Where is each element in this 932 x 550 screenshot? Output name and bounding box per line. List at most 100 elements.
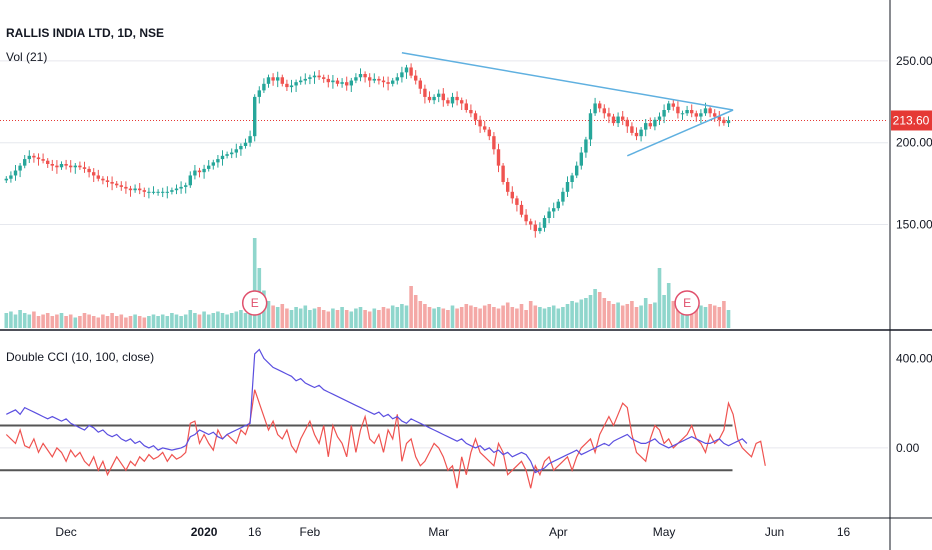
candle-body: [588, 113, 593, 140]
candle-body: [36, 157, 41, 160]
candle-body: [220, 155, 225, 160]
volume-bar: [335, 310, 340, 328]
volume-bar: [326, 311, 331, 328]
volume-bar: [36, 316, 41, 328]
candle-body: [322, 77, 326, 79]
candle-body: [105, 180, 110, 182]
candle-body: [266, 77, 271, 84]
volume-bar: [496, 308, 501, 328]
volume-bar: [676, 298, 680, 328]
volume-bar: [27, 314, 32, 328]
candle-body: [184, 185, 188, 187]
volume-bar: [363, 310, 367, 328]
volume-bar: [9, 311, 13, 328]
volume-bar: [671, 301, 676, 328]
volume-bar: [565, 304, 570, 328]
candle-body: [483, 126, 487, 130]
candle-body: [188, 175, 192, 186]
candle-body: [570, 175, 574, 182]
volume-bar: [556, 308, 561, 328]
volume-bar: [354, 308, 358, 328]
candle-body: [78, 165, 82, 168]
volume-bar: [114, 316, 119, 328]
candle-body: [179, 186, 183, 189]
volume-bar: [225, 314, 229, 328]
candle-body: [634, 132, 639, 137]
volume-bar: [386, 308, 390, 328]
candle-body: [510, 191, 514, 199]
date-tick-label: 2020: [191, 525, 218, 539]
candle-body: [552, 208, 556, 212]
date-tick-label: May: [653, 525, 676, 539]
volume-bar: [680, 304, 685, 328]
candle-body: [602, 108, 606, 114]
volume-bar: [45, 313, 50, 328]
volume-bar: [142, 317, 147, 328]
volume-bar: [712, 305, 717, 328]
price-candles[interactable]: [4, 63, 731, 238]
cci-tick-label: 0.00: [896, 441, 920, 455]
volume-bar: [160, 314, 165, 328]
candle-body: [358, 74, 363, 78]
symbol-title[interactable]: RALLIS INDIA LTD, 1D, NSE: [6, 26, 165, 40]
volume-indicator-label[interactable]: Vol (21): [6, 50, 48, 64]
volume-bar: [349, 311, 354, 328]
candle-body: [441, 93, 445, 101]
grid-layer: [0, 60, 888, 449]
volume-bar: [377, 310, 381, 328]
volume-bars: [4, 238, 731, 328]
volume-bar: [367, 311, 372, 328]
volume-bar: [78, 316, 82, 328]
candle-body: [50, 164, 54, 166]
candle-body: [381, 80, 386, 83]
candle-body: [69, 165, 73, 168]
candle-body: [161, 191, 165, 193]
date-tick-label: 16: [248, 525, 262, 539]
volume-bar: [64, 316, 68, 328]
volume-bar: [464, 304, 469, 328]
volume-bar: [73, 317, 78, 328]
volume-bar: [469, 305, 473, 328]
volume-bar: [151, 314, 156, 328]
volume-bar: [404, 305, 409, 328]
candle-body: [262, 83, 266, 91]
volume-bar: [124, 317, 128, 328]
volume-bar: [473, 307, 478, 328]
volume-bar: [202, 311, 206, 328]
volume-bar: [574, 302, 579, 328]
volume-bar: [446, 310, 450, 328]
cci-indicator-label[interactable]: Double CCI (10, 100, close): [6, 350, 155, 364]
volume-bar: [197, 314, 202, 328]
volume-bar: [303, 305, 308, 328]
volume-bar: [602, 298, 607, 328]
volume-bar: [289, 310, 294, 328]
candle-body: [156, 191, 160, 193]
volume-bar: [82, 313, 87, 328]
volume-bar: [423, 304, 427, 328]
candle-body: [492, 136, 496, 150]
candle-body: [625, 119, 629, 127]
price-tick-label: 150.00: [896, 218, 932, 232]
candle-body: [717, 116, 721, 120]
candle-body: [391, 80, 395, 84]
volume-bar: [110, 313, 114, 328]
volume-bar: [625, 304, 630, 328]
candle-body: [230, 152, 234, 155]
volume-bar: [128, 316, 133, 328]
candle-body: [239, 146, 243, 150]
volume-bar: [183, 314, 188, 328]
candle-body: [174, 188, 179, 191]
candle-body: [377, 78, 381, 81]
volume-bar: [137, 316, 142, 328]
volume-bar: [170, 313, 174, 328]
volume-bar: [87, 314, 91, 328]
trendlines[interactable]: [401, 51, 734, 157]
candle-body: [685, 110, 689, 114]
candle-body: [92, 172, 96, 176]
volume-bar: [390, 305, 395, 328]
candle-body: [110, 182, 114, 184]
volume-bar: [321, 310, 326, 328]
candle-body: [533, 224, 537, 232]
candle-body: [538, 227, 542, 232]
